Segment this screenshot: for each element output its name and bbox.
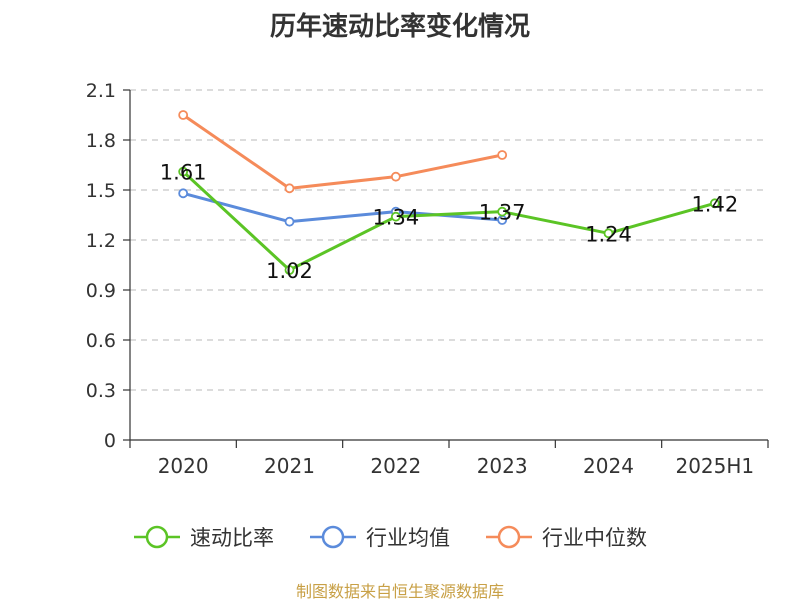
y-tick-label: 0.3	[86, 380, 116, 402]
legend-label: 行业均值	[366, 526, 450, 550]
data-point	[178, 166, 189, 177]
legend-swatch	[486, 525, 532, 549]
legend-item: 行业中位数	[486, 520, 647, 554]
source-note: 制图数据来自恒生聚源数据库	[295, 582, 504, 601]
data-label: 1.37	[479, 201, 526, 225]
series-lines	[178, 110, 720, 275]
data-label: 1.24	[585, 222, 632, 246]
data-point	[390, 171, 401, 182]
y-tick-label: 0.6	[86, 330, 116, 352]
data-point	[390, 211, 401, 222]
y-tick-label: 1.2	[86, 230, 116, 252]
data-point	[709, 198, 720, 209]
x-tick-label: 2021	[264, 454, 315, 478]
data-labels: 1.61 1.02 1.34 1.37 1.24 1.42	[160, 161, 738, 283]
data-label: 1.02	[266, 259, 313, 283]
data-point	[497, 206, 508, 217]
x-tick-label: 2020	[158, 454, 209, 478]
y-tick-label: 1.5	[86, 180, 116, 202]
legend-item: 速动比率	[134, 520, 274, 554]
data-point	[178, 110, 189, 120]
y-tick-label: 0.9	[86, 280, 116, 302]
y-tick-label: 2.1	[86, 80, 116, 102]
axes	[123, 89, 769, 448]
legend-label: 速动比率	[190, 526, 274, 550]
legend-swatch	[310, 525, 356, 549]
legend-label: 行业中位数	[542, 526, 647, 550]
y-tick-label: 0	[104, 430, 116, 452]
data-point	[284, 265, 295, 275]
legend-swatch	[134, 525, 180, 549]
series-line	[182, 170, 716, 272]
x-tick-label: 2022	[370, 454, 421, 478]
chart-title: 历年速动比率变化情况	[269, 12, 530, 42]
data-point	[497, 150, 508, 160]
x-tick-label: 2025H1	[675, 454, 754, 478]
data-label: 1.42	[691, 192, 738, 216]
series-line	[182, 191, 503, 224]
legend-swatch-marker	[321, 525, 345, 549]
series-line	[182, 113, 503, 190]
data-point	[284, 183, 295, 194]
legend-item: 行业均值	[310, 520, 450, 554]
legend-swatch-marker	[145, 525, 169, 549]
legend: 速动比率 行业均值 行业中位数	[0, 520, 800, 554]
grid-lines	[130, 89, 768, 391]
data-label: 1.34	[372, 206, 419, 230]
x-tick-label: 2024	[583, 454, 634, 478]
data-point	[178, 188, 189, 199]
data-point	[284, 216, 295, 227]
legend-swatch-marker	[497, 525, 521, 549]
data-point	[603, 228, 614, 239]
y-tick-label: 1.8	[86, 130, 116, 152]
x-tick-label: 2023	[477, 454, 528, 478]
data-label: 1.61	[160, 161, 207, 185]
tick-labels: 0 0.3 0.6 0.9 1.2 1.5 1.8 2.1 2020 2021 2022 2023 20…	[86, 80, 754, 478]
